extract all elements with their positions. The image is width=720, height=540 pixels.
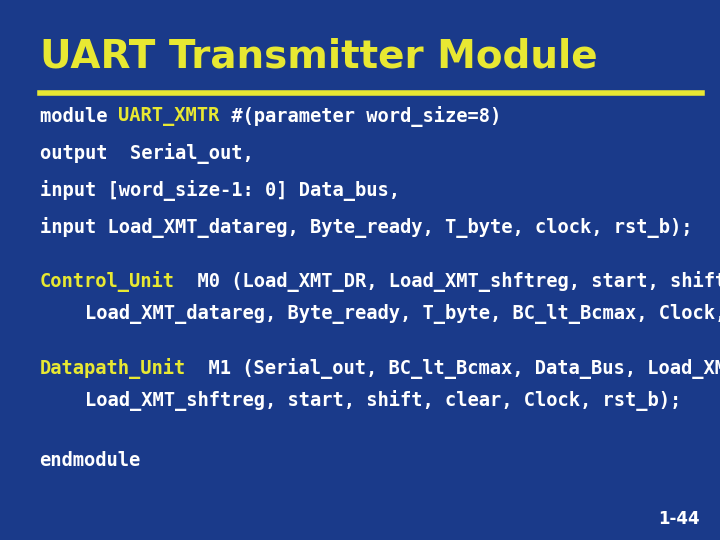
Text: output  Serial_out,: output Serial_out, xyxy=(40,143,253,164)
Text: module: module xyxy=(40,106,118,126)
Text: Control_Unit: Control_Unit xyxy=(40,272,174,292)
Text: UART_XMTR: UART_XMTR xyxy=(118,106,220,126)
Text: M0 (Load_XMT_DR, Load_XMT_shftreg, start, shift, clear,: M0 (Load_XMT_DR, Load_XMT_shftreg, start… xyxy=(174,272,720,292)
Text: Datapath_Unit: Datapath_Unit xyxy=(40,358,186,379)
Text: endmodule: endmodule xyxy=(40,450,141,470)
Text: input [word_size-1: 0] Data_bus,: input [word_size-1: 0] Data_bus, xyxy=(40,180,400,201)
Text: UART Transmitter Module: UART Transmitter Module xyxy=(40,38,597,76)
Text: M1 (Serial_out, BC_lt_Bcmax, Data_Bus, Load_XMT_DR,: M1 (Serial_out, BC_lt_Bcmax, Data_Bus, L… xyxy=(186,358,720,379)
Text: 1-44: 1-44 xyxy=(658,510,700,529)
Text: #(parameter word_size=8): #(parameter word_size=8) xyxy=(220,106,501,126)
Text: Load_XMT_datareg, Byte_ready, T_byte, BC_lt_Bcmax, Clock, rst_b);: Load_XMT_datareg, Byte_ready, T_byte, BC… xyxy=(40,304,720,325)
Text: Load_XMT_shftreg, start, shift, clear, Clock, rst_b);: Load_XMT_shftreg, start, shift, clear, C… xyxy=(40,390,681,411)
Text: input Load_XMT_datareg, Byte_ready, T_byte, clock, rst_b);: input Load_XMT_datareg, Byte_ready, T_by… xyxy=(40,218,692,238)
